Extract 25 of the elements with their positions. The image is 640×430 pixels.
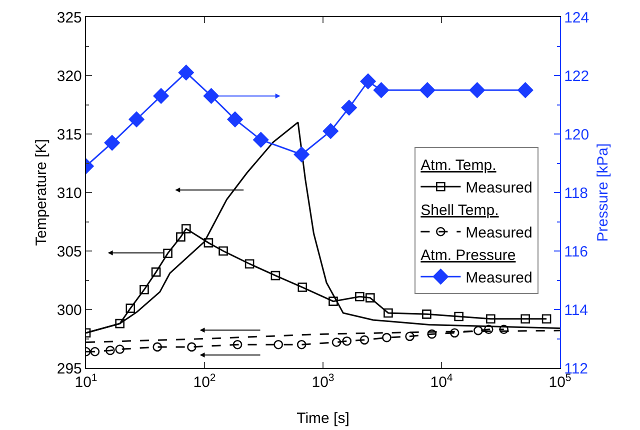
y2-tick-label: 120 — [564, 126, 590, 144]
y-tick-label: 310 — [56, 184, 82, 202]
y-tick-label: 320 — [56, 68, 82, 85]
y2-tick-label: 114 — [564, 302, 588, 319]
y-tick-label: 315 — [56, 126, 82, 144]
x-tick-label: 10$^{2}$ — [193, 372, 216, 392]
y-tick-label: 325 — [56, 9, 82, 26]
y-tick-label: 295 — [56, 360, 82, 378]
y2-tick-label: 124 — [564, 9, 590, 26]
legend-label: Measured — [466, 269, 532, 286]
annotation: Atm. Temp. — [420, 156, 496, 174]
y-tick-label: 305 — [56, 243, 82, 260]
annotation: Atm. Pressure — [420, 246, 516, 264]
y2-axis-title: Pressure [kPa] — [594, 143, 612, 242]
x-tick-label: 10$^{4}$ — [430, 372, 453, 392]
y2-tick-label: 116 — [564, 243, 588, 260]
y2-tick-label: 118 — [564, 184, 588, 202]
y-axis-title: Temperature [K] — [32, 139, 50, 246]
y2-tick-label: 122 — [564, 68, 590, 85]
x-axis-title: Time [s] — [296, 410, 350, 428]
legend-label: Measured — [466, 179, 532, 196]
y-tick-label: 300 — [56, 302, 82, 319]
annotation: Shell Temp. — [420, 202, 499, 219]
legend-label: Measured — [466, 224, 532, 242]
x-tick-label: 10$^{3}$ — [312, 372, 334, 392]
